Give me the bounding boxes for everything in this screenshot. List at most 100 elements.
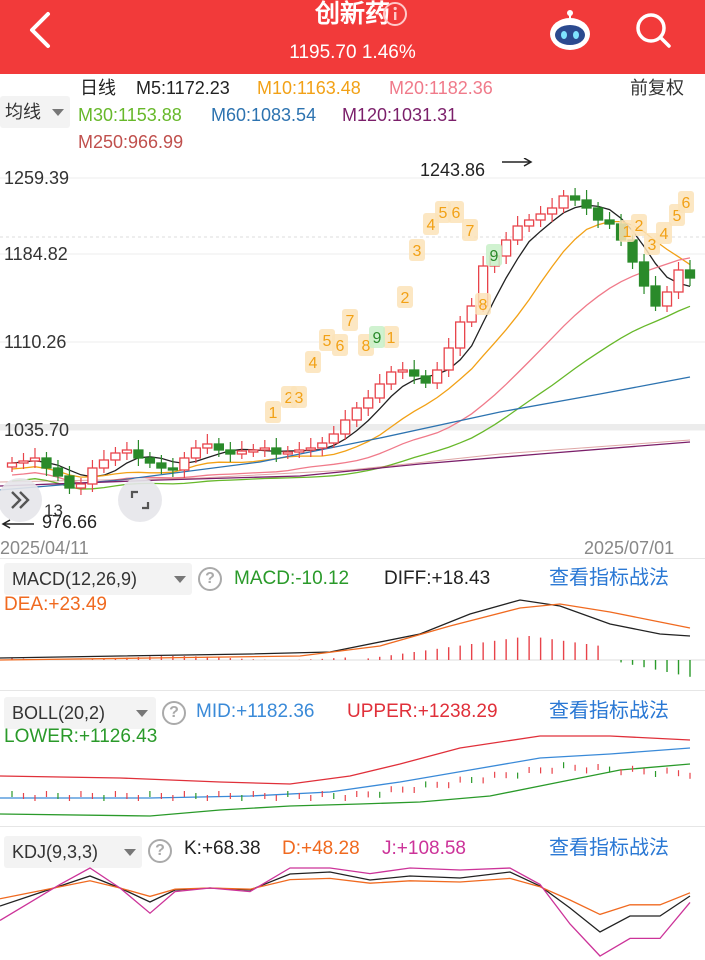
candle-body [432,369,443,384]
header-bar: 创新药 1195.70 1.46% [0,0,705,74]
kdj-selector-label: KDJ(9,3,3) [12,842,99,862]
kdj-d-value: D:+48.28 [282,838,360,859]
macd-help-icon[interactable]: ? [198,567,222,591]
candle-body [546,207,558,215]
td-signal-box [332,334,348,356]
td-signal-box [342,309,358,331]
macd-value: MACD:-10.12 [234,568,350,589]
candle-body [29,457,41,462]
td-signal-label: 3 [295,390,304,407]
ma-line [11,220,691,478]
y-label-1184: 1184.82 [4,244,68,264]
kdj-help-icon[interactable]: ? [148,839,172,863]
td-signal-box [486,244,502,266]
candle-body [443,347,454,371]
boll-upper-value: UPPER:+1238.29 [347,701,498,722]
td-signal-label: 2 [635,218,644,235]
td-signal-label: 5 [323,333,332,350]
macd-strategy-link[interactable]: 查看指标战法 [549,567,669,589]
kdj-strategy-link[interactable]: 查看指标战法 [549,837,669,859]
macd-selector[interactable]: MACD(12,26,9) [4,563,192,595]
dropdown-triangle-icon [124,849,136,856]
candle-body [271,447,282,455]
candle-body [592,207,604,221]
dea-line [0,603,691,661]
y-label-1110: 1110.26 [4,332,66,352]
ma20-value: M20:1182.36 [389,78,493,98]
low-arrow-icon [1,519,34,529]
kdj-k-line [0,871,691,933]
fullscreen-icon[interactable] [118,478,162,522]
collapse-arrows-icon[interactable] [0,478,42,522]
boll-lower-line [0,763,691,817]
td-signal-label: 5 [439,205,448,222]
candle-body [581,199,592,209]
candle-body [317,442,328,449]
td-signal-label: 4 [309,355,318,372]
td-signal-label: 6 [336,338,345,355]
divider [0,558,705,559]
dropdown-triangle-icon [136,710,148,717]
candle-body [75,483,87,489]
candle-body [673,269,684,293]
candle-body [225,449,236,455]
td-signal-box [656,222,672,244]
partial-label: 13 [44,501,63,520]
candle-body [558,195,569,209]
date-start: 2025/04/11 [0,538,89,558]
candle-body [627,239,638,263]
td-signal-label: 5 [673,208,682,225]
ma-line [11,204,691,478]
candle-body [466,305,477,323]
td-signal-box [462,219,478,241]
td-signal-label: 4 [660,226,669,243]
td-signal-box [291,386,307,408]
candle-body [684,269,696,279]
macd-chart [0,599,705,677]
kdj-selector[interactable]: KDJ(9,3,3) [4,836,142,868]
td-signal-label: 9 [373,330,382,347]
candle-body [305,447,316,451]
gray-band [0,424,705,430]
candle-body [397,369,408,373]
boll-selector[interactable]: BOLL(20,2) [4,697,156,729]
divider [0,826,705,827]
td-signal-label: 7 [346,313,355,330]
candle-body [190,447,202,459]
boll-lower-value: LOWER:+1126.43 [4,726,158,747]
td-signal-label: 1 [623,224,632,241]
candle-body [156,462,167,469]
boll-strategy-link[interactable]: 查看指标战法 [549,700,669,722]
candle-body [604,219,615,225]
ma10-value: M10:1163.48 [257,78,361,98]
quote-line: 1195.70 1.46% [0,41,705,65]
candle-body [98,459,110,469]
candle-body [455,321,466,349]
candle-body [650,285,661,307]
candle-body [213,443,224,451]
candle-body [179,457,190,471]
high-price-label: 1243.86 [420,160,485,180]
ma-selector[interactable]: 均线 [0,96,70,128]
candle-body [638,261,650,287]
period-label[interactable]: 日线 [80,78,116,98]
td-signal-box [319,329,335,351]
adjust-label[interactable]: 前复权 [630,78,684,98]
search-icon[interactable] [633,10,673,50]
boll-help-icon[interactable]: ? [162,701,186,725]
date-end: 2025/07/01 [584,538,674,558]
info-icon[interactable] [382,1,408,27]
candle-body [569,195,581,201]
td-signal-label: 8 [479,297,488,314]
back-arrow-icon[interactable] [22,8,62,52]
current-price: 1195.70 [289,42,357,63]
candle-body [523,219,535,227]
high-arrow-icon [502,158,533,167]
td-signal-box [475,293,491,315]
candle-body [41,457,52,469]
macd-diff-value: DIFF:+18.43 [384,568,491,589]
td-signal-box [305,351,321,373]
robot-assistant-icon[interactable] [547,8,593,54]
